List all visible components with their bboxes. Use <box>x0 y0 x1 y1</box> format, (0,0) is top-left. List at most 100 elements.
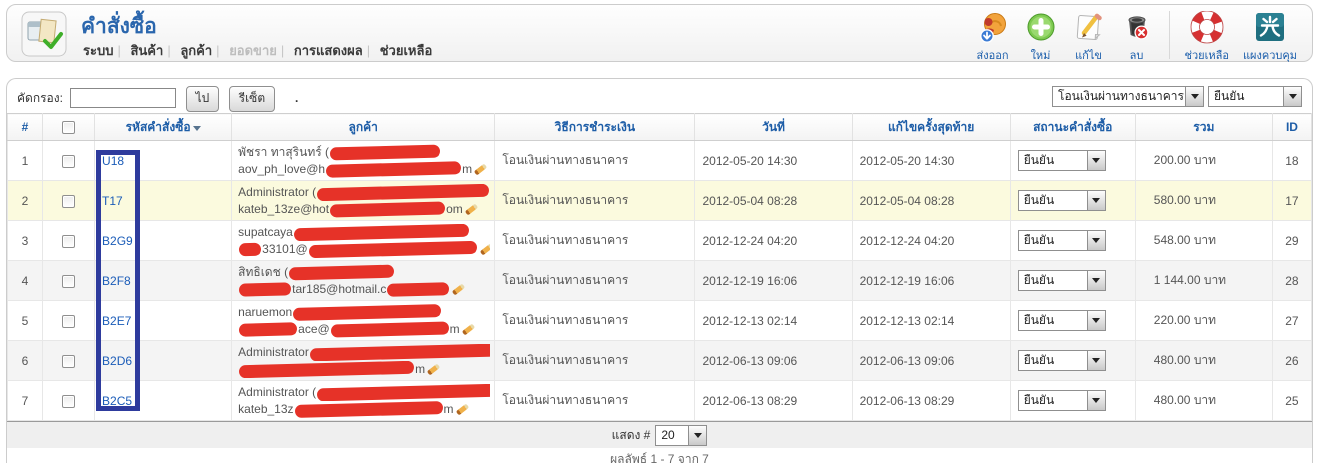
chevron-down-icon <box>1086 151 1105 170</box>
payment-method-cell: โอนเงินผ่านทางธนาคาร <box>494 380 696 421</box>
redaction-mark <box>317 183 490 201</box>
column-header-id[interactable]: ID <box>1271 113 1312 141</box>
order-id-cell: 18 <box>1271 140 1312 181</box>
column-header-status[interactable]: สถานะคำสั่งซื้อ <box>1009 113 1136 141</box>
order-status-select[interactable]: ยืนยัน <box>1017 310 1106 331</box>
order-code-link[interactable]: B2D6 <box>102 353 133 368</box>
checkbox-cell <box>42 260 96 301</box>
redaction-mark <box>293 303 442 321</box>
menu-separator: | <box>280 43 285 58</box>
order-total-cell: 480.00 บาท <box>1134 380 1273 421</box>
menu-item-products[interactable]: สินค้า <box>130 43 164 58</box>
modified-date-cell: 2012-06-13 08:29 <box>851 380 1011 421</box>
modified-date-cell: 2012-06-13 09:06 <box>851 340 1011 381</box>
edit-pencil-icon[interactable] <box>455 403 469 416</box>
edit-pencil-icon[interactable] <box>464 203 478 216</box>
order-id-cell: 27 <box>1271 300 1312 341</box>
row-checkbox[interactable] <box>62 394 76 408</box>
order-total-cell: 580.00 บาท <box>1134 180 1273 221</box>
order-code-link[interactable]: T17 <box>102 193 123 208</box>
column-header-order-code[interactable]: รหัสคำสั่งซื้อ <box>94 113 233 141</box>
column-header-customer[interactable]: ลูกค้า <box>231 113 496 141</box>
page-size-select[interactable]: 20 <box>655 424 708 446</box>
new-button[interactable]: ใหม่ <box>1017 11 1065 64</box>
page-title: คำสั่งซื้อ <box>81 15 157 38</box>
order-status-select[interactable]: ยืนยัน <box>1017 350 1106 371</box>
edit-pencil-icon[interactable] <box>426 363 441 376</box>
help-label: ช่วยเหลือ <box>1184 50 1229 62</box>
order-status-select[interactable]: ยืนยัน <box>1017 230 1106 251</box>
new-label: ใหม่ <box>1030 50 1051 62</box>
row-checkbox[interactable] <box>62 354 76 368</box>
page-size-value: 20 <box>661 428 675 442</box>
edit-pencil-icon[interactable] <box>452 283 466 296</box>
select-all-checkbox[interactable] <box>62 121 76 135</box>
export-icon <box>979 13 1006 43</box>
order-status-select[interactable]: ยืนยัน <box>1017 270 1106 291</box>
toolbar: ส่งออก ใหม่ แก้ไข <box>969 11 1305 64</box>
redaction-mark <box>293 223 469 241</box>
menu-item-customers[interactable]: ลูกค้า <box>180 43 213 58</box>
filter-bar: คัดกรอง: ไป รีเซ็ต . โอนเงินผ่านทางธนาคา… <box>7 79 1312 113</box>
order-status-select[interactable]: ยืนยัน <box>1017 150 1106 171</box>
chevron-down-icon <box>1086 271 1105 290</box>
order-code-cell: U18 <box>94 140 233 181</box>
modified-date-cell: 2012-05-20 14:30 <box>851 140 1011 181</box>
order-id-cell: 28 <box>1271 260 1312 301</box>
help-button[interactable]: ช่วยเหลือ <box>1178 11 1236 64</box>
edit-pencil-icon[interactable] <box>461 323 475 336</box>
row-checkbox[interactable] <box>62 154 76 168</box>
filter-input[interactable] <box>70 88 177 108</box>
menu-separator: | <box>117 43 121 58</box>
column-header-modified[interactable]: แก้ไขครั้งสุดท้าย <box>851 113 1011 141</box>
status-filter-select[interactable]: ยืนยัน <box>1208 86 1302 107</box>
payment-filter-select[interactable]: โอนเงินผ่านทางธนาคาร <box>1052 86 1204 107</box>
filter-label: คัดกรอง: <box>17 91 63 105</box>
menu-item-sales: ยอดขาย <box>229 43 277 58</box>
chevron-down-icon <box>1086 391 1105 410</box>
customer-name: สิทธิเดช ( <box>238 264 289 279</box>
row-checkbox[interactable] <box>62 234 76 248</box>
order-status-cell: ยืนยัน <box>1009 140 1136 181</box>
export-button[interactable]: ส่งออก <box>969 11 1017 64</box>
column-header-total[interactable]: รวม <box>1134 113 1273 141</box>
order-code-link[interactable]: B2G9 <box>102 233 133 248</box>
menu-item-system[interactable]: ระบบ <box>83 43 114 58</box>
order-code-link[interactable]: B2F8 <box>102 273 131 288</box>
delete-label: ลบ <box>1129 50 1144 62</box>
table-row: 4 B2F8 สิทธิเดช (tar185@hotmail.c โอนเงินผ่… <box>7 260 1312 301</box>
page-header: คำสั่งซื้อ ระบบ | สินค้า | ลูกค้า | ยอดขาย |… <box>6 4 1313 62</box>
order-code-link[interactable]: B2C5 <box>102 393 133 408</box>
row-checkbox[interactable] <box>62 194 76 208</box>
row-checkbox[interactable] <box>62 274 76 288</box>
order-code-link[interactable]: B2E7 <box>102 313 132 328</box>
menu-item-display[interactable]: การแสดงผล <box>293 43 363 58</box>
order-code-cell: B2F8 <box>94 260 233 301</box>
order-total-cell: 480.00 บาท <box>1134 340 1273 381</box>
row-checkbox[interactable] <box>62 314 76 328</box>
table-row: 6 B2D6 Administrator m โอนเงินผ่านทางธนาคาร 2… <box>7 340 1312 381</box>
edit-pencil-icon[interactable] <box>473 163 488 176</box>
row-number: 6 <box>7 340 44 381</box>
customer-email-end: m <box>443 401 454 416</box>
go-button[interactable]: ไป <box>185 86 220 112</box>
column-header-date[interactable]: วันที่ <box>694 113 853 141</box>
menu-item-help[interactable]: ช่วยเหลือ <box>379 43 433 58</box>
table-row: 1 U18 พัชรา ทาสุรินทร์ (aov_ph_love@h m โอนเ… <box>7 140 1312 181</box>
table-row: 5 B2E7 naruemon ace@ m โอนเงินผ่านทางธนาคาร 20… <box>7 300 1312 341</box>
order-code-link[interactable]: U18 <box>102 153 125 168</box>
control-panel-button[interactable]: แผงควบคุม <box>1236 11 1304 64</box>
column-header-payment[interactable]: วิธีการชำระเงิน <box>494 113 696 141</box>
customer-email-end: m <box>462 161 473 176</box>
edit-button[interactable]: แก้ไข <box>1065 11 1113 64</box>
reset-button[interactable]: รีเซ็ต <box>228 86 276 112</box>
order-code-cell: B2C5 <box>94 380 233 421</box>
order-status-select[interactable]: ยืนยัน <box>1017 390 1106 411</box>
redaction-mark <box>308 240 477 258</box>
help-icon <box>1190 11 1224 44</box>
delete-button[interactable]: ลบ <box>1113 11 1161 64</box>
chevron-down-icon <box>1086 311 1105 330</box>
order-id-cell: 29 <box>1271 220 1312 261</box>
edit-pencil-icon[interactable] <box>479 243 491 256</box>
order-status-select[interactable]: ยืนยัน <box>1017 190 1106 211</box>
